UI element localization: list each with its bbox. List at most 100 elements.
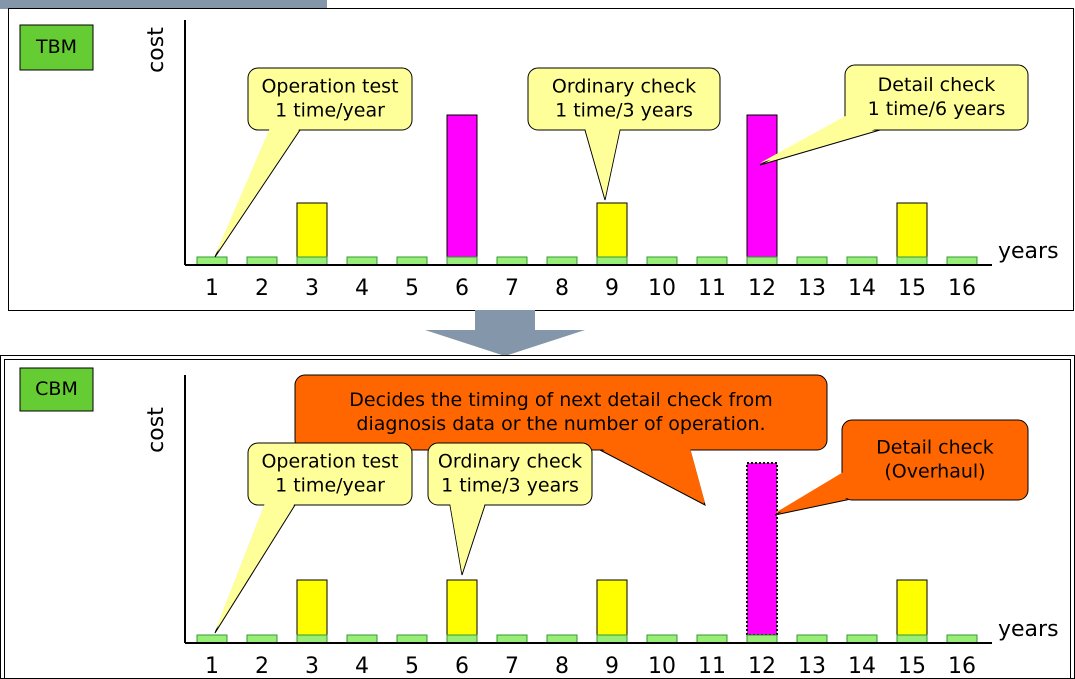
callout-text: Ordinary check	[438, 451, 582, 473]
callout-text: 1 time/year	[275, 100, 385, 122]
year-label: 2	[255, 276, 269, 301]
callout-box	[247, 442, 413, 506]
badge	[19, 367, 94, 412]
callout-box	[427, 442, 593, 506]
year-label: 3	[305, 654, 319, 679]
year-label: 5	[405, 654, 419, 679]
year-label: 4	[355, 654, 369, 679]
callout-box	[527, 67, 721, 131]
year-label: 6	[455, 654, 469, 679]
cost-bar	[296, 579, 328, 636]
callout-tail-cover	[215, 503, 295, 631]
test-bar	[896, 634, 928, 644]
test-bar	[446, 256, 478, 266]
year-label: 7	[505, 276, 519, 301]
test-bar	[946, 256, 978, 266]
year-label: 14	[848, 654, 876, 679]
cost-bar	[896, 202, 928, 258]
year-label: 7	[505, 654, 519, 679]
test-bar	[596, 256, 628, 266]
year-label: 6	[455, 276, 469, 301]
callout-box	[844, 64, 1029, 131]
test-bar	[646, 634, 678, 644]
callout-box	[841, 419, 1029, 501]
callout-text: Ordinary check	[552, 76, 696, 98]
badge-label: TBM	[35, 36, 77, 58]
year-label: 1	[205, 654, 219, 679]
test-bar	[896, 256, 928, 266]
callout-tail-cover	[585, 128, 620, 198]
year-label: 14	[848, 276, 876, 301]
y-axis-label: cost	[144, 27, 169, 73]
cost-bar	[896, 579, 928, 636]
x-axis-label: years	[998, 617, 1059, 642]
year-label: 13	[798, 276, 826, 301]
tab	[0, 0, 327, 9]
callout-text: Detail check	[878, 74, 996, 96]
badge	[19, 24, 94, 71]
down-arrow	[425, 310, 585, 356]
year-label: 9	[605, 276, 619, 301]
cost-bar	[746, 114, 778, 258]
test-bar	[496, 256, 528, 266]
test-bar	[746, 634, 778, 644]
year-label: 11	[698, 276, 726, 301]
cost-bar	[296, 202, 328, 258]
callout-tail-cover	[600, 448, 705, 503]
callout-text: 1 time/3 years	[555, 100, 693, 122]
callout-tail	[214, 504, 296, 634]
callout-text: 1 time/3 years	[441, 475, 579, 497]
badge-label: CBM	[35, 378, 78, 400]
callout-tail-cover	[775, 468, 870, 513]
test-bar	[696, 256, 728, 266]
test-bar	[296, 634, 328, 644]
test-bar	[246, 634, 278, 644]
test-bar	[396, 634, 428, 644]
year-label: 10	[648, 654, 676, 679]
year-label: 15	[898, 276, 926, 301]
test-bar	[446, 634, 478, 644]
year-label: 5	[405, 276, 419, 301]
test-bar	[746, 256, 778, 266]
year-label: 9	[605, 654, 619, 679]
callout-text: (Overhaul)	[884, 461, 985, 483]
tbm-panel	[8, 8, 1074, 311]
year-label: 13	[798, 654, 826, 679]
test-bar	[546, 256, 578, 266]
callout-tail-cover	[450, 503, 485, 573]
test-bar	[346, 256, 378, 266]
callout-text: 1 time/year	[275, 475, 385, 497]
callout-text: Operation test	[261, 451, 398, 473]
cost-bar	[446, 114, 478, 258]
year-label: 12	[748, 654, 776, 679]
cost-bar	[596, 202, 628, 258]
test-bar	[796, 634, 828, 644]
test-bar	[846, 634, 878, 644]
callout-tail-cover	[215, 128, 300, 255]
test-bar	[496, 634, 528, 644]
test-bar	[296, 256, 328, 266]
test-bar	[846, 256, 878, 266]
year-label: 15	[898, 654, 926, 679]
year-label: 8	[555, 276, 569, 301]
test-bar	[196, 634, 228, 644]
cost-bar	[746, 462, 778, 636]
callout-text: diagnosis data or the number of operatio…	[356, 413, 765, 435]
year-label: 4	[355, 276, 369, 301]
callout-text: Decides the timing of next detail check …	[349, 389, 772, 411]
callout-text: Detail check	[876, 437, 994, 459]
year-label: 11	[698, 654, 726, 679]
x-axis-label: years	[998, 239, 1059, 264]
test-bar	[696, 634, 728, 644]
year-label: 16	[948, 276, 976, 301]
year-label: 16	[948, 654, 976, 679]
test-bar	[646, 256, 678, 266]
cost-bar	[596, 579, 628, 636]
test-bar	[546, 634, 578, 644]
year-label: 12	[748, 276, 776, 301]
callout-text: 1 time/6 years	[868, 98, 1006, 120]
test-bar	[796, 256, 828, 266]
cost-bar	[446, 579, 478, 636]
year-label: 3	[305, 276, 319, 301]
